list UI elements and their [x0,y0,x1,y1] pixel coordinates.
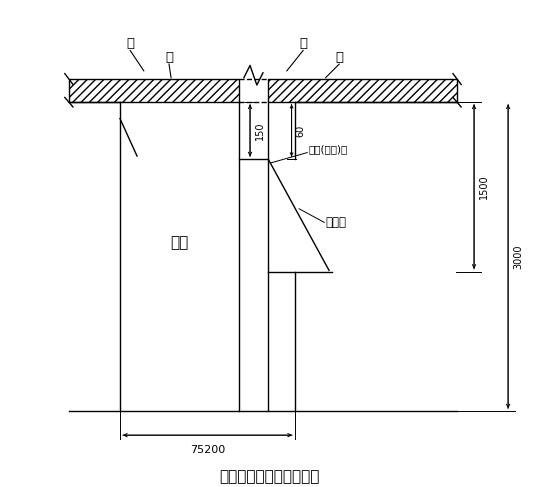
Text: 下料(振捣)口: 下料(振捣)口 [309,144,348,154]
Text: 板: 板 [126,37,134,50]
Text: 混凝土浇筑口留设示意图: 混凝土浇筑口留设示意图 [220,469,320,484]
Text: 75200: 75200 [190,445,225,455]
Text: 3000: 3000 [513,244,523,269]
Bar [268,79,457,101]
Text: 1500: 1500 [479,174,489,199]
Text: 板: 板 [299,37,307,50]
Text: 60: 60 [296,124,306,136]
Text: 梁: 梁 [165,51,173,64]
Text: 柱子: 柱子 [170,235,189,250]
Text: 150: 150 [255,121,265,140]
Text: 钒模板: 钒模板 [325,216,347,229]
Bar [69,79,239,101]
Text: 梁: 梁 [335,51,343,64]
